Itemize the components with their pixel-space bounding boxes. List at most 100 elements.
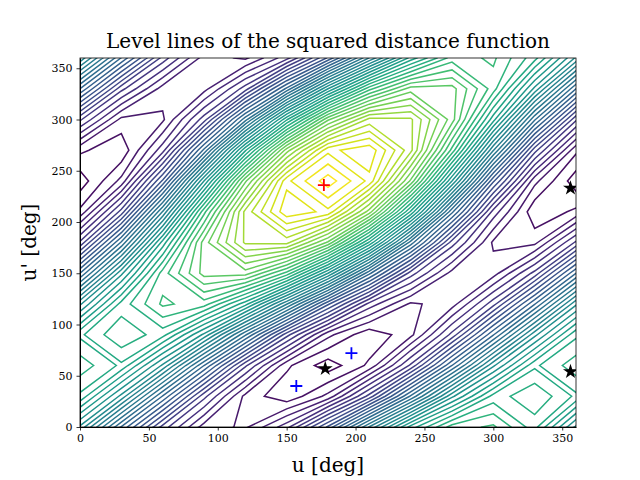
markers [290,179,576,392]
tick: 350 [552,427,573,445]
contour-line [80,58,576,427]
tick: 100 [208,427,229,445]
contour-line [80,58,576,427]
contour-line [80,58,576,427]
tick-label: 200 [52,216,73,229]
tick-label: 50 [59,370,73,383]
contour-line [80,58,576,427]
tick-mark [149,427,150,431]
contour-line [80,58,576,427]
contour-line [305,164,351,198]
tick: 0 [66,421,81,434]
tick-mark [493,427,494,431]
tick-label: 0 [77,432,84,445]
tick: 200 [52,216,81,229]
contour-line [280,145,376,217]
contour-line [261,131,395,231]
contour-line [80,58,576,427]
contour-line [235,112,421,251]
tick-mark [424,427,425,431]
contour-line [80,58,576,427]
tick: 150 [52,267,81,280]
contour-line [80,58,576,427]
contour-line [80,58,576,427]
tick-label: 250 [414,432,435,445]
tick-mark [562,427,563,431]
contour-line [80,58,576,427]
contour-line [160,58,497,427]
tick: 300 [52,114,81,127]
contour-line [80,58,576,427]
tick-mark [77,273,81,274]
chart: 0 50 100 150 200 250 300 350 0 50 100 150 200 250 300 3… [0,0,640,480]
plot-frame [80,58,576,427]
contour-line [80,58,576,427]
tick-mark [77,376,81,377]
contour-line [80,58,576,427]
star-marker [563,364,576,378]
tick: 100 [52,319,81,332]
tick-label: 150 [277,432,298,445]
tick-label: 350 [52,62,73,75]
contour-line [244,118,413,244]
contour-line [80,58,576,427]
contour-line [80,58,576,427]
tick-label: 150 [52,267,73,280]
contour-line [80,58,576,427]
y-axis-title: u' [deg] [17,204,41,282]
tick-mark [80,427,81,431]
tick-mark [77,68,81,69]
tick-mark [77,222,81,223]
contour-line [80,58,576,427]
tick-mark [77,427,81,428]
tick-label: 300 [52,114,73,127]
tick: 300 [483,427,504,445]
x-axis-title: u [deg] [292,453,364,477]
contour-line [80,58,576,427]
chart-title: Level lines of the squared distance func… [106,29,550,53]
contour-line [80,58,576,427]
tick: 150 [277,427,298,445]
plus-marker [345,347,357,359]
tick: 50 [142,427,156,445]
tick: 250 [52,165,81,178]
contour-line [200,86,456,277]
contour-line [209,92,448,270]
contour-line [226,105,430,257]
contour-line [80,58,576,427]
contour-line [80,58,576,427]
tick: 50 [59,370,81,383]
contour-lines [80,58,576,427]
tick-mark [77,325,81,326]
tick-label: 50 [142,432,156,445]
contour-line [189,78,467,284]
tick-label: 200 [346,432,367,445]
tick-label: 100 [52,319,73,332]
x-axis: 0 50 100 150 200 250 300 350 [77,427,577,445]
y-axis: 0 50 100 150 200 250 300 350 [52,59,81,435]
tick: 350 [52,62,81,75]
contour-line [80,58,576,427]
tick-mark [356,427,357,431]
star-marker [563,180,576,194]
plus-marker [290,380,302,392]
tick-mark [77,171,81,172]
tick-label: 350 [552,432,573,445]
tick: 250 [414,427,435,445]
tick: 200 [346,427,367,445]
tick-mark [218,427,219,431]
tick-label: 100 [208,432,229,445]
tick-mark [77,120,81,121]
contour-line [80,58,576,427]
contour-line [80,58,576,427]
contour-line [80,58,576,427]
plus-marker [318,179,330,191]
contour-line [80,58,576,427]
contour-line [80,58,576,427]
contour-line [271,138,386,224]
contour-line [252,124,405,237]
tick-mark [287,427,288,431]
contour-line [145,58,511,427]
tick-label: 250 [52,165,73,178]
tick-label: 300 [483,432,504,445]
